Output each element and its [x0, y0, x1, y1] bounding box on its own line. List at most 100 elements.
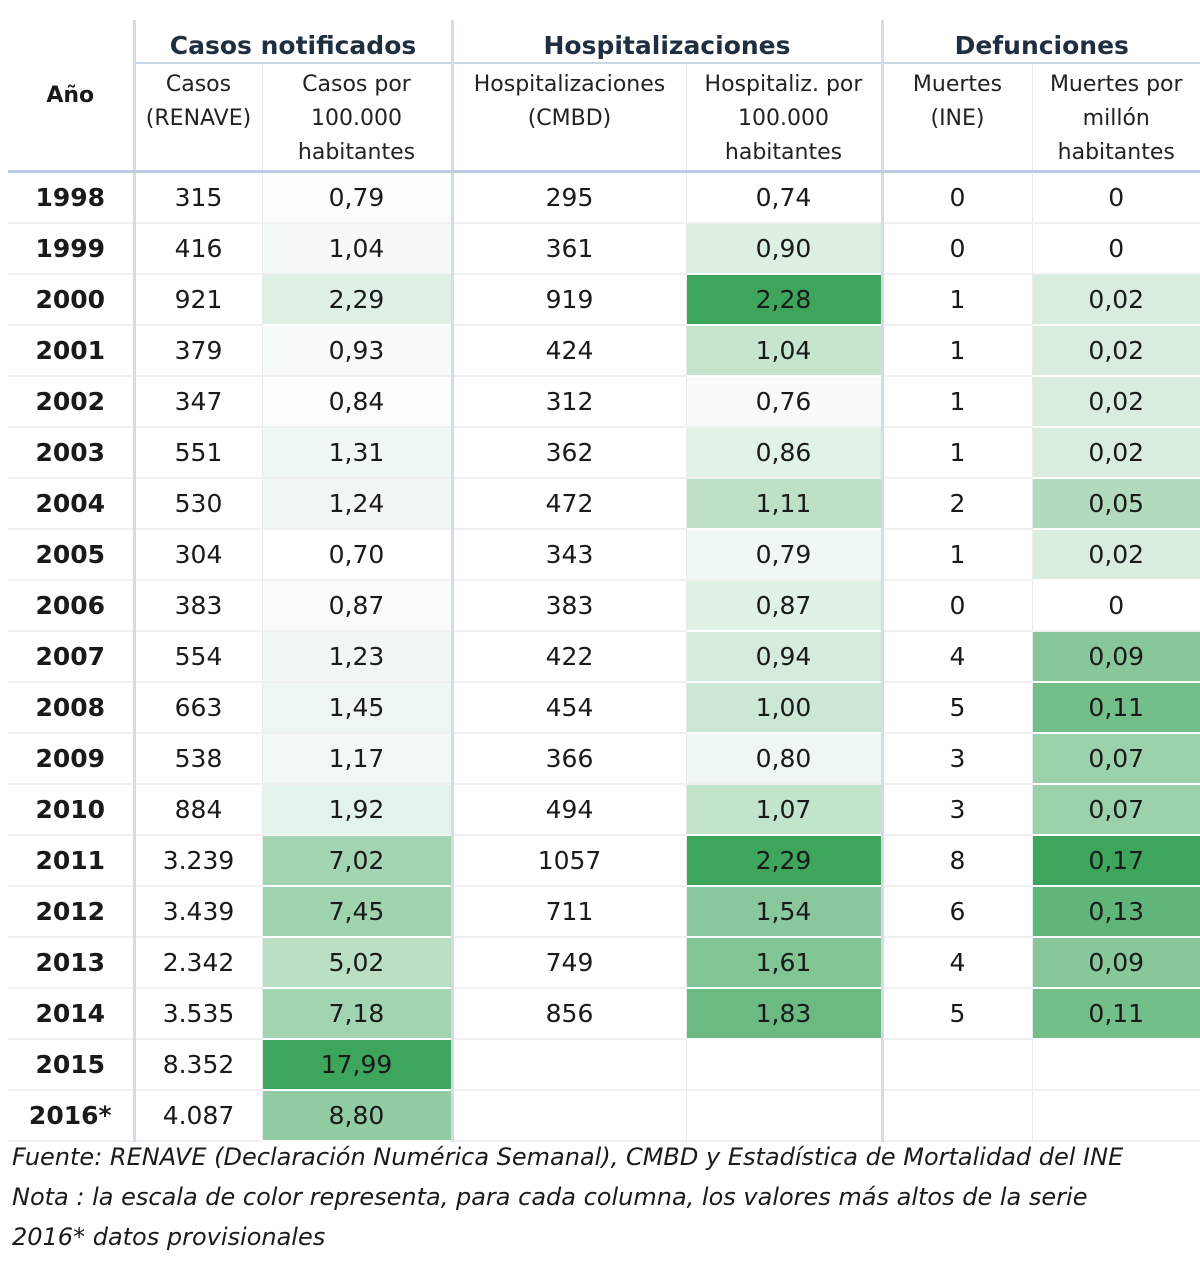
cell-muertes-millon: 0,05	[1031, 478, 1200, 530]
cell-muertes: 3	[880, 783, 1032, 836]
cell-hosp: 454	[450, 682, 686, 734]
cell-hosp	[450, 1090, 686, 1142]
cell-year: 2001	[8, 325, 134, 377]
cell-casos-100k: 0,87	[261, 579, 452, 632]
cell-casos-100k: 2,29	[261, 274, 452, 326]
cell-casos-100k: 1,04	[261, 223, 452, 275]
table-row: 2003 551 1,31 362 0,86 1 0,02	[8, 427, 1200, 479]
cell-muertes-millon: 0,13	[1031, 886, 1200, 938]
cell-casos: 551	[132, 427, 262, 479]
cell-hosp-100k: 1,04	[685, 325, 882, 377]
note-escala: Nota : la escala de color representa, pa…	[12, 1183, 1088, 1211]
cell-year: 2011	[8, 835, 134, 887]
cell-muertes-millon: 0,02	[1031, 375, 1200, 428]
cell-casos-100k: 0,93	[261, 325, 452, 377]
cell-hosp: 1057	[450, 835, 686, 887]
table-row: 1999 416 1,04 361 0,90 0 0	[8, 223, 1200, 275]
cell-muertes-millon: 0,09	[1031, 937, 1200, 989]
cell-casos: 3.239	[132, 835, 262, 887]
cell-hosp: 919	[450, 274, 686, 326]
table-row: 2000 921 2,29 919 2,28 1 0,02	[8, 274, 1200, 326]
header-casos-100k: Casos por 100.000 habitantes	[261, 63, 452, 173]
note-fuente: Fuente: RENAVE (Declaración Numérica Sem…	[12, 1143, 1124, 1171]
cell-casos-100k: 1,92	[261, 783, 452, 836]
cell-casos: 663	[132, 682, 262, 734]
cell-casos: 379	[132, 325, 262, 377]
cell-muertes: 0	[880, 171, 1032, 224]
cell-casos-100k: 17,99	[261, 1039, 452, 1091]
cell-year: 2016*	[8, 1090, 134, 1142]
cell-hosp-100k: 0,80	[685, 733, 882, 785]
cell-hosp-100k: 0,94	[685, 631, 882, 683]
cell-casos: 416	[132, 223, 262, 275]
cell-hosp-100k: 1,61	[685, 937, 882, 989]
cell-muertes: 3	[880, 733, 1032, 785]
header-group-row: Año Casos notificados Hospitalizaciones …	[8, 20, 1200, 173]
cell-muertes: 0	[880, 223, 1032, 275]
cell-hosp: 422	[450, 631, 686, 683]
table-row: 2012 3.439 7,45 711 1,54 6 0,13	[8, 886, 1200, 938]
cell-hosp-100k: 1,11	[685, 478, 882, 530]
table-row: 2001 379 0,93 424 1,04 1 0,02	[8, 325, 1200, 377]
cell-muertes: 4	[880, 631, 1032, 683]
cell-casos-100k: 0,79	[261, 171, 452, 224]
cell-year: 2014	[8, 987, 134, 1040]
cell-casos: 921	[132, 274, 262, 326]
cell-casos-100k: 1,17	[261, 733, 452, 785]
cell-year: 1998	[8, 171, 134, 224]
cell-muertes-millon: 0,07	[1031, 783, 1200, 836]
cell-casos: 4.087	[132, 1090, 262, 1142]
cell-hosp: 312	[450, 375, 686, 428]
group-hospitalizaciones: Hospitalizaciones	[450, 20, 882, 64]
cell-muertes: 1	[880, 375, 1032, 428]
cell-muertes-millon: 0	[1031, 223, 1200, 275]
table-row: 2008 663 1,45 454 1,00 5 0,11	[8, 682, 1200, 734]
cell-hosp-100k: 0,74	[685, 171, 882, 224]
cell-muertes-millon: 0,02	[1031, 325, 1200, 377]
header-hospitalizaciones: Hospitalizaciones (CMBD)	[450, 63, 686, 173]
cell-muertes: 1	[880, 529, 1032, 581]
group-casos-notificados: Casos notificados	[132, 20, 452, 64]
cell-casos-100k: 1,31	[261, 427, 452, 479]
cell-hosp: 361	[450, 223, 686, 275]
cell-year: 2010	[8, 783, 134, 836]
cell-casos: 554	[132, 631, 262, 683]
cell-casos-100k: 7,02	[261, 835, 452, 887]
table-row: 2010 884 1,92 494 1,07 3 0,07	[8, 783, 1200, 836]
cell-muertes	[880, 1090, 1032, 1142]
cell-muertes: 5	[880, 987, 1032, 1040]
cell-year: 2008	[8, 682, 134, 734]
cell-casos: 2.342	[132, 937, 262, 989]
cell-casos-100k: 5,02	[261, 937, 452, 989]
cell-hosp: 749	[450, 937, 686, 989]
cell-casos-100k: 1,23	[261, 631, 452, 683]
table-row: 2015 8.352 17,99	[8, 1039, 1200, 1091]
cell-muertes: 1	[880, 274, 1032, 326]
header-year: Año	[8, 20, 134, 173]
table-notes: Fuente: RENAVE (Declaración Numérica Sem…	[12, 1137, 1192, 1257]
cell-muertes-millon: 0,11	[1031, 987, 1200, 1040]
cell-hosp: 494	[450, 783, 686, 836]
table-body: 1998 315 0,79 295 0,74 0 0 1999 416 1,04 361 0,90 0 0…	[8, 171, 1200, 1142]
data-table: Año Casos notificados Hospitalizaciones …	[8, 20, 1200, 1142]
cell-year: 2007	[8, 631, 134, 683]
cell-muertes-millon	[1031, 1039, 1200, 1091]
table-row: 2002 347 0,84 312 0,76 1 0,02	[8, 375, 1200, 428]
cell-muertes: 1	[880, 325, 1032, 377]
cell-muertes: 1	[880, 427, 1032, 479]
cell-hosp-100k: 0,90	[685, 223, 882, 275]
table-row: 2011 3.239 7,02 1057 2,29 8 0,17	[8, 835, 1200, 887]
cell-muertes-millon: 0,09	[1031, 631, 1200, 683]
cell-hosp-100k: 1,54	[685, 886, 882, 938]
cell-hosp: 856	[450, 987, 686, 1040]
group-defunciones: Defunciones	[880, 20, 1200, 64]
cell-casos-100k: 1,45	[261, 682, 452, 734]
cell-muertes: 0	[880, 579, 1032, 632]
table-row: 2009 538 1,17 366 0,80 3 0,07	[8, 733, 1200, 785]
cell-muertes: 2	[880, 478, 1032, 530]
cell-casos-100k: 0,70	[261, 529, 452, 581]
cell-casos: 530	[132, 478, 262, 530]
table-row: 2014 3.535 7,18 856 1,83 5 0,11	[8, 987, 1200, 1040]
cell-muertes-millon: 0	[1031, 579, 1200, 632]
cell-hosp-100k	[685, 1090, 882, 1142]
